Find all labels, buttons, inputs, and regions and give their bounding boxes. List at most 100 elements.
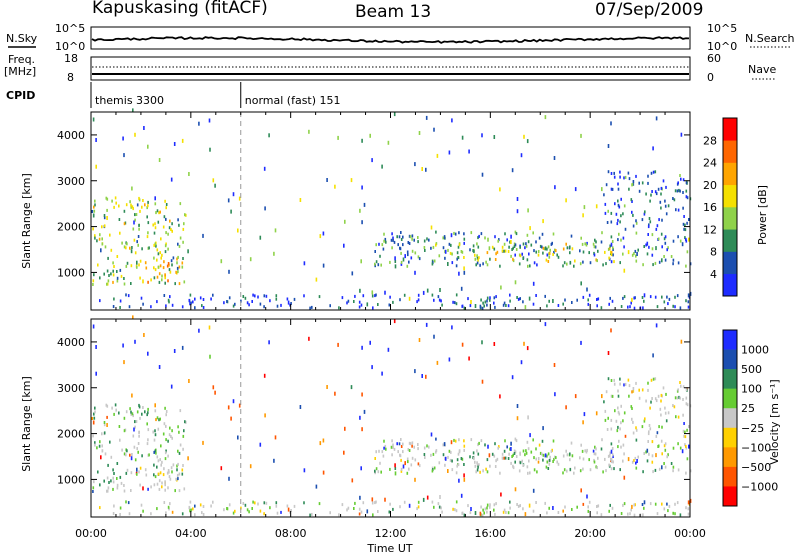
power-cell — [685, 195, 688, 199]
velocity-cell — [674, 512, 676, 516]
power-cell — [554, 185, 556, 190]
velocity-cell — [477, 443, 479, 447]
power-cell — [665, 185, 667, 189]
power-cell — [463, 266, 465, 271]
velocity-cell — [661, 465, 663, 470]
velocity-cell — [353, 507, 355, 510]
velocity-cell — [682, 398, 684, 401]
power-cell — [118, 218, 121, 221]
power-cell — [400, 251, 402, 255]
power-cell — [610, 253, 613, 257]
power-cell — [554, 248, 556, 252]
velocity-cell — [659, 407, 662, 411]
velocity-cell — [263, 501, 266, 505]
power-cell — [387, 140, 390, 145]
noise-trace — [91, 36, 690, 44]
power-cell — [689, 291, 692, 296]
velocity-cell — [134, 420, 136, 424]
velocity-cell — [167, 439, 169, 443]
power-cell — [596, 304, 598, 308]
velocity-cell — [402, 442, 404, 446]
power-cell — [164, 250, 167, 254]
velocity-cell — [549, 455, 551, 459]
velocity-cell — [338, 513, 340, 517]
power-cell — [663, 300, 666, 304]
power-cell — [617, 238, 619, 242]
power-cell — [417, 240, 419, 244]
power-cell — [238, 196, 241, 201]
velocity-cell — [613, 378, 615, 382]
velocity-cell — [538, 443, 541, 447]
power-cell — [660, 232, 663, 236]
power-cell — [123, 277, 125, 280]
velocity-cell — [152, 430, 154, 434]
power-cell — [414, 162, 416, 167]
power-cell — [103, 224, 106, 228]
velocity-cell — [422, 497, 425, 502]
x-tick-label: 12:00 — [375, 527, 407, 540]
velocity-cell — [170, 384, 173, 389]
velocity-cell — [563, 468, 566, 472]
velocity-cell — [480, 505, 482, 509]
power-cell — [514, 243, 517, 247]
power-cell — [569, 260, 572, 264]
power-cell — [655, 116, 658, 121]
velocity-cell — [635, 461, 637, 465]
power-cell — [161, 253, 163, 257]
velocity-cell — [165, 438, 167, 442]
power-cell — [479, 263, 481, 267]
power-cell — [152, 223, 154, 227]
x-axis: 00:00 04:00 08:00 12:00 16:00 20:00 00:00 — [75, 112, 706, 540]
power-cell — [146, 215, 148, 219]
power-cell — [431, 293, 434, 297]
velocity-cell — [184, 420, 186, 424]
velocity-cell — [92, 420, 95, 425]
velocity-cell — [647, 432, 650, 436]
power-cell — [257, 295, 259, 299]
power-colorbar-tick: 20 — [703, 179, 717, 192]
power-cell — [556, 253, 558, 257]
power-cell — [622, 212, 624, 216]
velocity-cell — [169, 502, 171, 506]
power-cell — [275, 297, 278, 301]
velocity-cell — [586, 448, 588, 452]
velocity-cell — [638, 388, 640, 392]
velocity-cell — [136, 447, 138, 451]
velocity-cell — [680, 339, 683, 344]
power-cell — [627, 171, 630, 175]
velocity-cell — [674, 396, 677, 400]
power-cell — [407, 241, 410, 244]
power-cell — [664, 235, 667, 239]
velocity-cell — [685, 471, 687, 475]
velocity-cell — [623, 383, 625, 387]
power-cell — [147, 200, 149, 204]
power-cell — [627, 250, 630, 255]
power-cell — [518, 262, 521, 266]
velocity-cell — [457, 463, 460, 467]
power-cell — [617, 199, 619, 203]
velocity-cell — [107, 486, 110, 490]
velocity-cell — [105, 403, 108, 407]
y-tick-label: 2000 — [57, 428, 85, 441]
power-cell — [184, 213, 186, 217]
power-cell — [131, 186, 133, 191]
power-cell — [303, 261, 306, 266]
velocity-cell — [438, 461, 441, 465]
power-cell — [565, 198, 567, 203]
power-cell — [486, 303, 488, 307]
velocity-cell — [183, 429, 185, 433]
velocity-cell — [280, 510, 282, 514]
power-cell — [106, 282, 108, 286]
velocity-cell — [145, 473, 148, 477]
power-cell — [126, 261, 129, 265]
power-cell — [392, 238, 394, 242]
power-cell — [612, 248, 614, 251]
velocity-cell — [154, 475, 157, 479]
velocity-cell — [476, 461, 478, 465]
power-cell — [618, 205, 621, 209]
power-cell — [111, 199, 113, 203]
power-cell — [610, 242, 613, 247]
power-cell — [375, 260, 378, 264]
power-cell — [141, 247, 143, 251]
power-cell — [299, 198, 302, 202]
